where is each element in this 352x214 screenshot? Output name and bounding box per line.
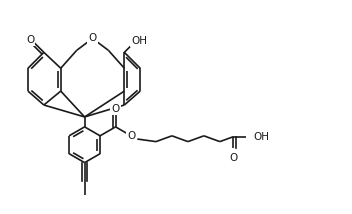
Text: O: O	[88, 33, 97, 43]
Text: OH: OH	[131, 36, 147, 46]
Text: OH: OH	[254, 132, 270, 142]
Text: O: O	[229, 153, 237, 163]
Text: O: O	[112, 104, 120, 114]
Text: O: O	[127, 131, 135, 141]
Text: O: O	[26, 34, 34, 45]
